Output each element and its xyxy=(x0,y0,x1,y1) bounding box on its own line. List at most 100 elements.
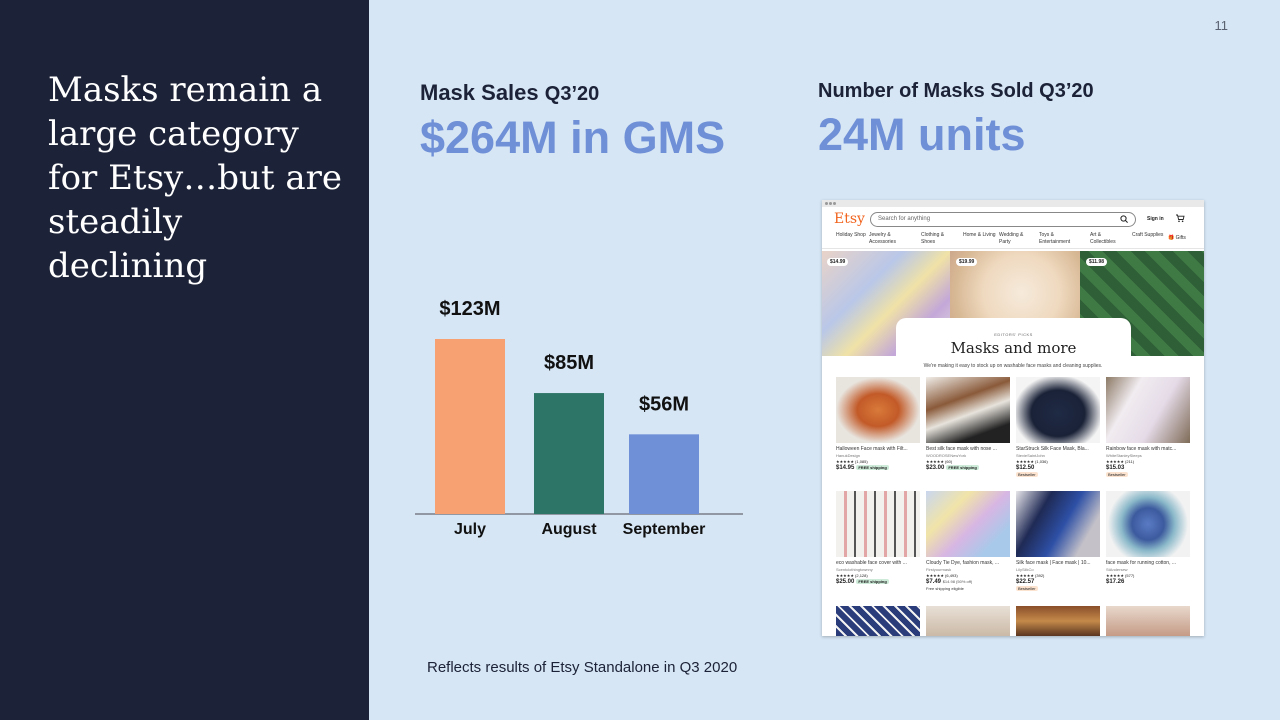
masks-sold-value: 24M units xyxy=(818,109,1026,160)
value-label-august: $85M xyxy=(544,352,594,374)
masks-sold-title: Number of Masks Sold Q3’20 xyxy=(818,80,1094,102)
product-rating: ★★★★★ (211) xyxy=(1106,459,1135,464)
editors-picks-card: EDITORS' PICKS Masks and more xyxy=(896,318,1131,357)
product-card[interactable]: Cloudy Tie Dye, fashion mask, ... Firsty… xyxy=(926,491,1010,591)
product-rating: ★★★★★ (392) xyxy=(1016,573,1045,578)
product-card[interactable]: StarStruck Silk Face Mask, Bla... Stevie… xyxy=(1016,377,1100,478)
nav-home[interactable]: Home & Living xyxy=(963,232,996,238)
mask-sales-label: Mask Sales xyxy=(420,80,539,105)
product-price: $12.50 xyxy=(1016,465,1035,471)
nav-art[interactable]: Art & Collectibles xyxy=(1090,232,1116,245)
nav-gifts[interactable]: 🎁 Gifts xyxy=(1168,235,1186,241)
product-shop: LilySilkCo xyxy=(1016,567,1034,572)
product-image[interactable] xyxy=(836,606,920,636)
free-shipping-badge: FREE shipping xyxy=(856,465,889,470)
product-image[interactable] xyxy=(926,377,1010,443)
product-price-row: $7.49 $14.98 (50% off) xyxy=(926,579,1010,585)
product-shop: Firstyourmask xyxy=(926,567,952,572)
free-shipping-badge: FREE shipping xyxy=(856,579,889,584)
product-image[interactable] xyxy=(1106,606,1190,636)
product-price-row: $14.95 FREE shipping xyxy=(836,465,920,471)
product-image[interactable] xyxy=(1016,491,1100,557)
product-rating: ★★★★★ (1,085) xyxy=(836,459,868,464)
bar-september xyxy=(629,434,699,514)
product-shop: WOODROSENewYork xyxy=(926,453,967,458)
nav-holiday-shop[interactable]: Holiday Shop xyxy=(836,232,866,238)
product-name: face mask for running cotton, ... xyxy=(1106,560,1177,566)
bestseller-badge: Bestseller xyxy=(1106,472,1128,477)
product-card[interactable]: eco washable face cover with ... Scentcl… xyxy=(836,491,920,585)
bestseller-badge: Bestseller xyxy=(1016,472,1038,477)
search-icon[interactable] xyxy=(1119,213,1129,225)
browser-chrome xyxy=(822,200,1204,207)
free-shipping-text: Free shipping eligible xyxy=(926,586,964,591)
category-label-august: August xyxy=(541,521,597,538)
product-rating: ★★★★★ (6,493) xyxy=(926,573,958,578)
mask-sales-value: $264M in GMS xyxy=(420,112,726,163)
product-image[interactable] xyxy=(1016,606,1100,636)
nav-toys[interactable]: Toys & Entertainment xyxy=(1039,232,1071,245)
etsy-search-input[interactable]: Search for anything xyxy=(870,212,1136,227)
editors-picks-kicker: EDITORS' PICKS xyxy=(994,332,1033,337)
product-price: $25.00 xyxy=(836,579,855,585)
editors-picks-title: Masks and more xyxy=(950,339,1077,357)
product-image[interactable] xyxy=(836,491,920,557)
product-image[interactable] xyxy=(926,491,1010,557)
product-price: $14.95 xyxy=(836,465,855,471)
etsy-logo[interactable]: Etsy xyxy=(834,211,865,227)
product-name: Best silk face mask with nose ... xyxy=(926,446,997,452)
product-card[interactable]: Silk face mask | Face mask | 10... LilyS… xyxy=(1016,491,1100,592)
etsy-screenshot: Etsy Search for anything Sign in Holiday… xyxy=(822,200,1204,636)
sign-in-link[interactable]: Sign in xyxy=(1147,216,1164,222)
footnote: Reflects results of Etsy Standalone in Q… xyxy=(427,659,738,676)
product-rating: ★★★★★ (1,036) xyxy=(1016,459,1048,464)
product-image[interactable] xyxy=(926,606,1010,636)
product-price: $7.49 xyxy=(926,579,942,585)
nav-gifts-label: Gifts xyxy=(1175,235,1186,241)
product-name: Cloudy Tie Dye, fashion mask, ... xyxy=(926,560,1000,566)
bestseller-badge: Bestseller xyxy=(1016,586,1038,591)
monthly-mask-sales-chart: $123M July $85M August $56M September xyxy=(415,298,743,538)
cart-icon[interactable] xyxy=(1175,213,1185,223)
product-price: $15.03 xyxy=(1106,465,1125,471)
nav-jewelry[interactable]: Jewelry & Accessories xyxy=(869,232,896,245)
product-card[interactable]: Rainbow face mask with matc... WhiteStan… xyxy=(1106,377,1190,478)
product-image[interactable] xyxy=(1106,491,1190,557)
slide-headline: Masks remain a large category for Etsy…b… xyxy=(48,70,343,286)
mask-sales-period: Q3’20 xyxy=(544,83,600,105)
etsy-header: Etsy Search for anything Sign in xyxy=(822,207,1204,229)
product-shop: Scentclothingtownny xyxy=(836,567,873,572)
nav-wedding[interactable]: Wedding & Party xyxy=(999,232,1024,245)
hero-price-2: $19.99 xyxy=(956,258,978,266)
product-rating: ★★★★★ (577) xyxy=(1106,573,1135,578)
masks-sold-metric: Number of Masks Sold Q3’20 24M units xyxy=(818,80,1094,161)
product-image[interactable] xyxy=(836,377,920,443)
mask-sales-title: Mask Sales Q3’20 xyxy=(420,80,725,106)
mask-sales-metric: Mask Sales Q3’20 $264M in GMS xyxy=(420,80,725,164)
product-name: Silk face mask | Face mask | 10... xyxy=(1016,560,1091,566)
product-rating: ★★★★★ (2,128) xyxy=(836,573,868,578)
value-label-september: $56M xyxy=(639,393,689,415)
etsy-search-placeholder: Search for anything xyxy=(878,216,931,222)
product-image[interactable] xyxy=(1106,377,1190,443)
category-label-july: July xyxy=(454,521,486,538)
etsy-category-nav: Holiday Shop Jewelry & Accessories Cloth… xyxy=(822,229,1204,249)
free-shipping-badge: FREE shipping xyxy=(946,465,979,470)
product-name: StarStruck Silk Face Mask, Bla... xyxy=(1016,446,1089,452)
product-shop: StAndersew xyxy=(1106,567,1128,572)
bar-august xyxy=(534,393,604,514)
product-price: $23.00 xyxy=(926,465,945,471)
product-price-row: $25.00 FREE shipping xyxy=(836,579,920,585)
product-image[interactable] xyxy=(1016,377,1100,443)
product-price: $22.57 xyxy=(1016,579,1035,585)
hero-price-1: $14.99 xyxy=(827,258,849,266)
product-shop: WhiteStanleySleeps xyxy=(1106,453,1142,458)
product-name: Halloween Face mask with Filt... xyxy=(836,446,908,452)
product-name: Rainbow face mask with matc... xyxy=(1106,446,1177,452)
nav-craft[interactable]: Craft Supplies xyxy=(1132,232,1164,238)
product-card[interactable]: Halloween Face mask with Filt... HanukDe… xyxy=(836,377,920,471)
product-price-row: $23.00 FREE shipping xyxy=(926,465,1010,471)
product-card[interactable]: Best silk face mask with nose ... WOODRO… xyxy=(926,377,1010,471)
nav-clothing[interactable]: Clothing & Shoes xyxy=(921,232,945,245)
product-card[interactable]: face mask for running cotton, ... StAnde… xyxy=(1106,491,1190,585)
